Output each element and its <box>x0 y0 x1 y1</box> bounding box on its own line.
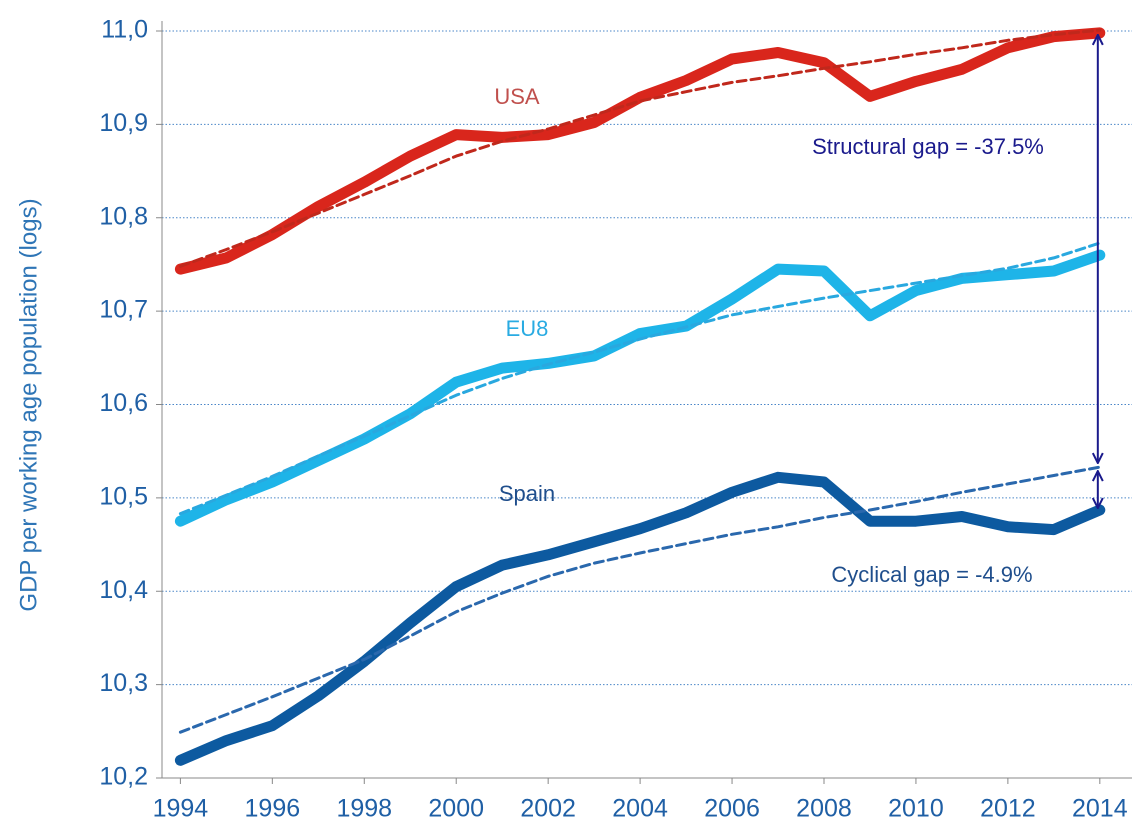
series-label: EU8 <box>506 316 549 341</box>
x-tick-label: 1994 <box>153 795 209 823</box>
y-tick-label: 10,9 <box>99 109 148 137</box>
x-tick-label: 2010 <box>888 795 944 823</box>
x-tick-label: 2006 <box>704 795 760 823</box>
y-tick-label: 10,3 <box>99 669 148 697</box>
x-tick-label: 2014 <box>1072 795 1128 823</box>
y-tick-label: 10,4 <box>99 576 148 604</box>
series-line <box>174 249 1106 527</box>
x-tick-label: 1998 <box>336 795 392 823</box>
x-tick-label: 2002 <box>520 795 576 823</box>
trend-line <box>178 241 1102 516</box>
x-tick-label: 1996 <box>245 795 301 823</box>
annotation: Structural gap = -37.5% <box>812 134 1044 159</box>
trend-line <box>178 28 1102 268</box>
y-tick-label: 10,5 <box>99 482 148 510</box>
x-tick-label: 2012 <box>980 795 1036 823</box>
x-tick-label: 2008 <box>796 795 852 823</box>
y-axis-label: GDP per working age population (logs) <box>15 198 42 611</box>
series-line <box>174 471 1106 766</box>
trend-line <box>178 465 1102 734</box>
y-tick-label: 11,0 <box>101 16 148 44</box>
y-tick-label: 10,6 <box>99 389 148 417</box>
y-tick-label: 10,8 <box>99 202 148 230</box>
y-tick-label: 10,7 <box>99 296 148 324</box>
x-tick-label: 2000 <box>428 795 484 823</box>
series-line <box>174 27 1106 275</box>
x-tick-label: 2004 <box>612 795 668 823</box>
series-label: Spain <box>499 481 555 506</box>
series-label: USA <box>494 84 540 109</box>
annotation: Cyclical gap = -4.9% <box>831 562 1032 587</box>
y-tick-label: 10,2 <box>99 763 148 791</box>
